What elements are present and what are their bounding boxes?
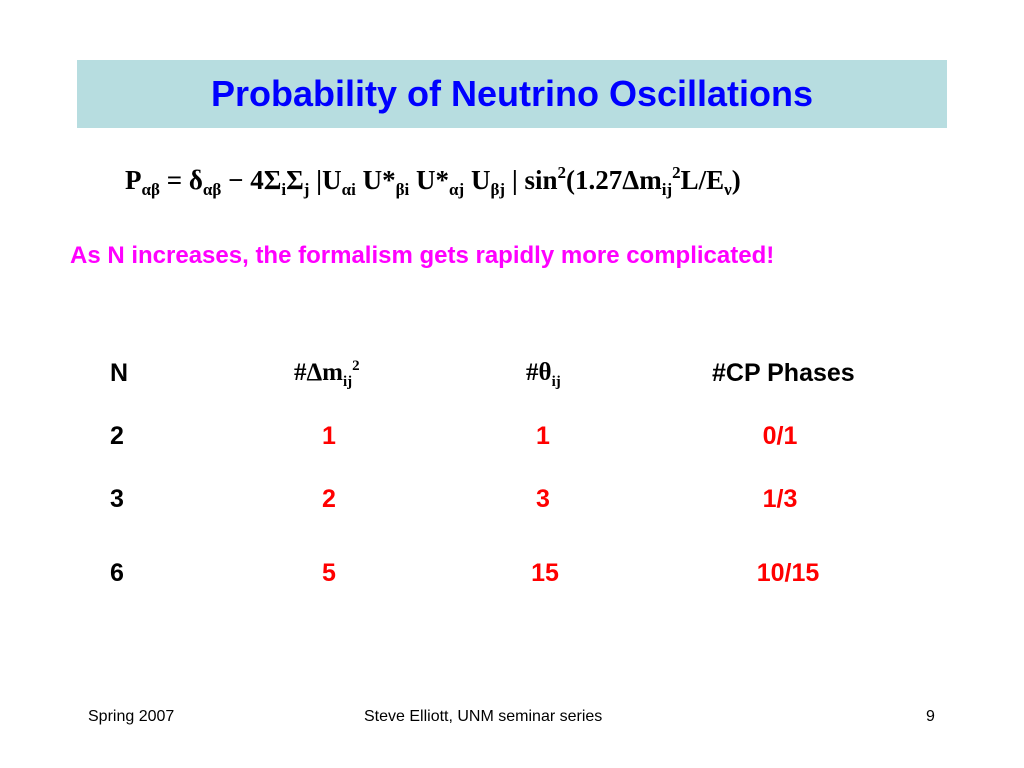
header-dm-sup: 2 <box>352 358 360 374</box>
formula-sigma2: Σ <box>286 165 304 195</box>
formula-sigma: − 4Σ <box>221 165 282 195</box>
header-dm-sub: ij <box>343 374 353 390</box>
formula-sin: | sin <box>511 165 558 195</box>
formula-ustar2: U* <box>409 165 450 195</box>
header-theta-prefix: #θ <box>526 359 552 386</box>
formula-e-sub: ν <box>724 180 732 199</box>
formula-ustar1: U* <box>355 165 396 195</box>
header-theta-sub: ij <box>551 374 561 390</box>
row-theta-value: 1 <box>536 422 550 450</box>
row-dm-value: 5 <box>322 559 336 587</box>
footer-page-number: 9 <box>926 708 935 725</box>
formula-delta-sub: αβ <box>202 180 222 199</box>
formula-abs-u: |U <box>309 165 342 195</box>
row-n: 3 <box>110 485 124 513</box>
row-cp-value: 10/15 <box>756 559 820 587</box>
formula-p: P <box>125 165 142 195</box>
formula-sin-sup: 2 <box>557 163 567 182</box>
footer-date: Spring 2007 <box>88 708 175 725</box>
formula-u4: U <box>464 165 491 195</box>
formula-arg: (1.27Δm <box>566 165 662 195</box>
row-cp-value: 0/1 <box>762 422 798 450</box>
formula-p-sub: αβ <box>141 180 160 199</box>
oscillation-probability-formula: Pαβ = δαβ − 4ΣiΣj |Uαi U*βi U*αj Uβj | s… <box>125 160 741 200</box>
formula-u2-sub: βi <box>395 180 410 199</box>
formula-delta: = δ <box>159 165 203 195</box>
formula-u3-sub: αj <box>449 180 465 199</box>
footer-presenter: Steve Elliott, UNM seminar series <box>364 708 603 725</box>
row-n: 6 <box>110 559 124 587</box>
header-cp-phases: #CP Phases <box>712 359 855 387</box>
row-n: 2 <box>110 422 124 450</box>
row-theta-value: 3 <box>536 485 550 513</box>
formula-m-sup: 2 <box>672 163 681 182</box>
row-theta-value: 15 <box>531 559 559 587</box>
formula-sigma-j: j <box>303 180 310 199</box>
formula-m-sub: ij <box>661 180 673 199</box>
row-dm-value: 2 <box>322 485 336 513</box>
header-n: N <box>110 359 129 387</box>
complexity-note: As N increases, the formalism gets rapid… <box>70 242 775 269</box>
row-cp-value: 1/3 <box>762 485 798 513</box>
header-dm-prefix: #Δm <box>294 359 343 386</box>
formula-u4-sub: βj <box>490 180 506 199</box>
header-mixing-angles: #θij <box>526 358 561 390</box>
slide-title: Probability of Neutrino Oscillations <box>210 73 814 114</box>
title-banner: Probability of Neutrino Oscillations <box>77 60 947 128</box>
row-dm-value: 1 <box>322 422 336 450</box>
formula-u1-sub: αi <box>341 180 356 199</box>
formula-sigma-i: i <box>281 180 287 199</box>
formula-le: L/E <box>680 165 725 195</box>
formula-close: ) <box>731 165 741 195</box>
header-mass-splittings: #Δmij2 <box>294 358 360 390</box>
